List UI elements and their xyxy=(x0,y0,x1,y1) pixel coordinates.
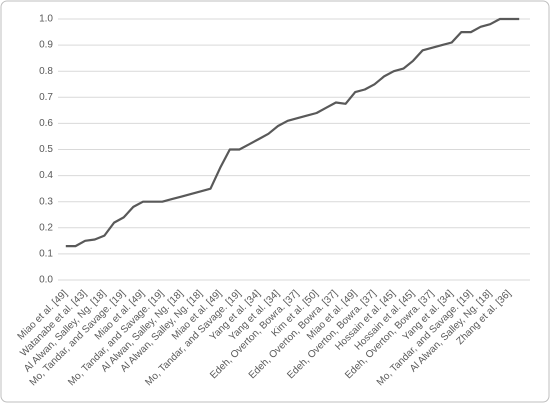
y-tick-label: 0.5 xyxy=(39,144,53,155)
y-tick-label: 0.0 xyxy=(39,275,53,286)
y-tick-label: 0.6 xyxy=(39,118,53,129)
y-tick-label: 0.1 xyxy=(39,249,53,260)
y-tick-label: 0.7 xyxy=(39,92,53,103)
y-tick-label: 0.2 xyxy=(39,222,53,233)
data-line xyxy=(65,17,520,248)
y-tick-label: 0.3 xyxy=(39,196,53,207)
y-tick-label: 0.9 xyxy=(39,40,53,51)
y-tick-label: 1.0 xyxy=(39,14,53,25)
y-tick-label: 0.4 xyxy=(39,170,53,181)
y-tick-label: 0.8 xyxy=(39,66,53,77)
